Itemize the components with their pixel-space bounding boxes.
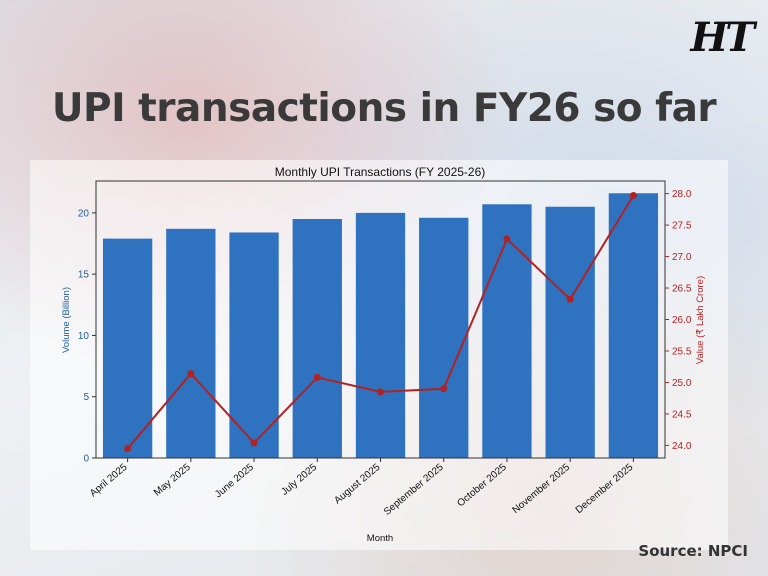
y-tick-label: 10 — [78, 331, 90, 342]
value-point — [250, 439, 258, 447]
y-tick-label: 5 — [83, 392, 89, 403]
y2-tick-label: 27.5 — [672, 221, 692, 232]
y2-tick-label: 26.5 — [672, 284, 692, 295]
value-point — [124, 445, 132, 453]
y2-tick-label: 25.5 — [672, 346, 692, 357]
volume-bar — [166, 228, 216, 458]
y2-tick-label: 27.0 — [672, 252, 692, 263]
y-tick-label: 15 — [78, 270, 90, 281]
y2-tick-label: 26.0 — [672, 315, 692, 326]
y2-tick-label: 25.0 — [672, 378, 692, 389]
chart-title: Monthly UPI Transactions (FY 2025-26) — [275, 165, 486, 179]
page-headline: UPI transactions in FY26 so far — [51, 86, 717, 131]
volume-bar — [292, 218, 342, 458]
y2-tick-label: 28.0 — [672, 189, 692, 200]
volume-bar — [545, 206, 595, 458]
value-line-group — [124, 191, 637, 453]
y-tick-label: 20 — [78, 208, 90, 219]
source-credit: Source: NPCI — [638, 542, 748, 560]
ht-logo: HT — [690, 14, 755, 61]
y-tick-label: 0 — [83, 454, 89, 465]
bars-group — [102, 193, 659, 458]
left-axis-label: Volume (Billion) — [61, 287, 72, 353]
volume-bar — [355, 212, 406, 458]
y2-tick-label: 24.0 — [672, 441, 692, 452]
y2-tick-label: 24.5 — [672, 409, 692, 420]
value-point — [377, 388, 384, 396]
volume-bar — [229, 232, 279, 458]
value-point — [440, 385, 448, 393]
value-point — [503, 235, 511, 243]
value-point — [566, 295, 574, 303]
right-axis-label: Value (₹ Lakh Crore) — [695, 276, 706, 364]
value-point — [629, 191, 637, 199]
left-axis: 0 5 10 15 20 — [78, 208, 96, 465]
volume-bar — [608, 193, 659, 458]
volume-bar — [482, 204, 532, 458]
volume-bar — [102, 238, 153, 458]
volume-bar — [419, 217, 469, 458]
value-point — [187, 370, 195, 378]
right-axis: 24.0 24.5 25.0 25.5 26.0 26.5 27.0 27.5 28.0 — [665, 189, 692, 452]
value-point — [313, 373, 321, 381]
x-axis-label: Month — [367, 533, 393, 544]
